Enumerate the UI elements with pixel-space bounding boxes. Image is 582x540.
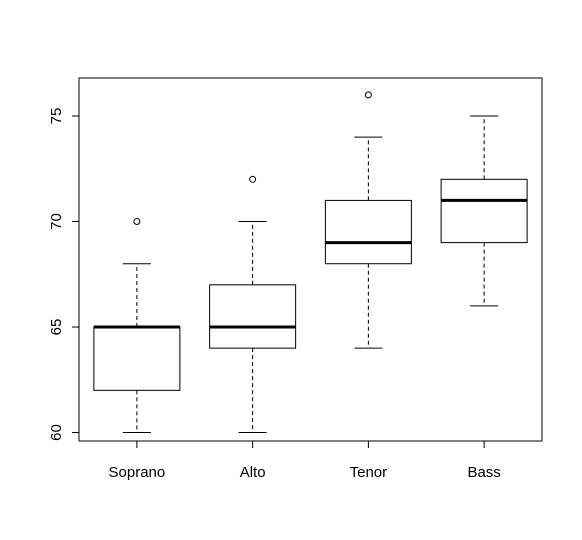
box-group: [440, 115, 528, 307]
y-axis: 60 65 70 75: [48, 108, 79, 441]
outlier-point: [133, 218, 141, 226]
plot-frame: [78, 77, 543, 442]
box-iqr: [440, 178, 528, 244]
box-group: [209, 175, 297, 434]
x-tick-label: Bass: [467, 464, 500, 481]
box-iqr: [324, 199, 412, 265]
box-iqr: [93, 326, 181, 391]
y-tick-label: 65: [48, 319, 65, 336]
box-iqr: [209, 284, 297, 349]
outlier-point: [364, 91, 372, 99]
box-group: [93, 218, 181, 434]
y-tick-label: 75: [48, 108, 65, 125]
x-tick-label: Alto: [240, 464, 266, 481]
box-group: [324, 91, 412, 349]
y-tick-label: 60: [48, 424, 65, 441]
outlier-point: [249, 175, 257, 183]
x-tick-label: Soprano: [109, 464, 166, 481]
x-tick-label: Tenor: [350, 464, 388, 481]
y-tick-label: 70: [48, 213, 65, 230]
boxes: [93, 91, 528, 434]
x-axis: Soprano Alto Tenor Bass: [109, 441, 501, 481]
